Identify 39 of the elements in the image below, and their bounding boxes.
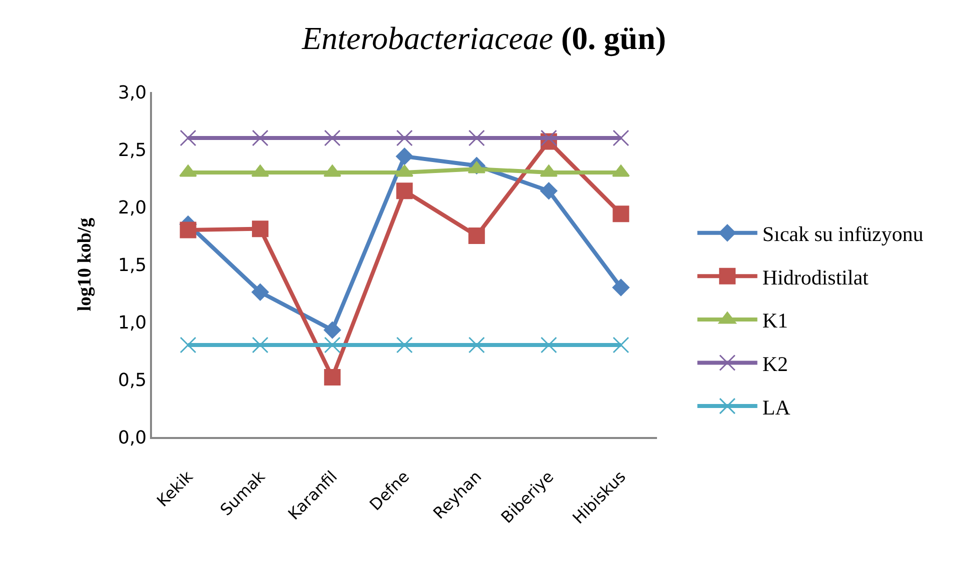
point [252, 220, 268, 238]
y-axis-title: log10 kob/g [74, 217, 96, 312]
legend-label: Hidrodistilat [762, 265, 869, 290]
y-tick-label: 2,5 [118, 140, 147, 161]
legend-label: Sıcak su infüzyonu [762, 222, 924, 246]
chart-title: Enterobacteriaceae (0. gün) [300, 20, 666, 58]
legend-label: K2 [762, 352, 788, 376]
point [252, 336, 268, 354]
y-tick-label: 0,5 [118, 370, 147, 391]
point [324, 130, 341, 146]
point [396, 130, 413, 146]
point [540, 182, 558, 200]
point [612, 130, 630, 146]
point [468, 130, 485, 146]
point [468, 228, 485, 244]
point [180, 130, 196, 146]
point [324, 336, 341, 354]
y-tick-label: 0,0 [118, 427, 147, 448]
point [396, 336, 413, 354]
point [252, 130, 268, 146]
point [468, 336, 485, 354]
point [180, 336, 196, 354]
point [252, 284, 269, 301]
y-tick-label: 1,5 [118, 254, 147, 276]
point [180, 222, 196, 238]
legend-label: K1 [762, 308, 788, 333]
point [540, 130, 558, 146]
y-tick-label: 1,0 [118, 312, 147, 334]
point [612, 206, 630, 222]
point [612, 336, 630, 354]
point [324, 322, 341, 339]
point [540, 336, 558, 354]
point [396, 148, 414, 165]
point [324, 368, 341, 386]
legend-label: LA [762, 395, 792, 420]
y-tick-label: 2,0 [118, 197, 147, 218]
point [612, 278, 630, 296]
y-tick-label: 3,0 [118, 82, 147, 104]
point [396, 182, 413, 200]
